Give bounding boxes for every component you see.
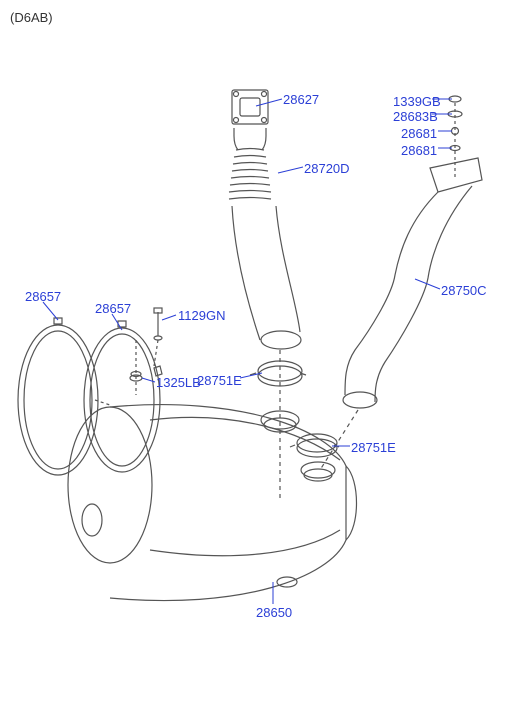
callout-28681: 28681 bbox=[401, 126, 437, 141]
callout-28751e: 28751E bbox=[351, 440, 396, 455]
callout-28650: 28650 bbox=[256, 605, 292, 620]
part-flange bbox=[232, 90, 268, 124]
callout-28683b: 28683B bbox=[393, 109, 438, 124]
callout-1129gn: 1129GN bbox=[178, 308, 225, 323]
callout-1325lb: 1325LB bbox=[156, 375, 201, 390]
callout-28657: 28657 bbox=[25, 289, 61, 304]
part-band-inner bbox=[84, 321, 162, 472]
callout-28657: 28657 bbox=[95, 301, 131, 316]
part-band-outer bbox=[18, 318, 98, 475]
callout-28750c: 28750C bbox=[441, 283, 487, 298]
part-flex-pipe bbox=[229, 128, 301, 349]
callout-28720d: 28720D bbox=[304, 161, 350, 176]
callout-1339gb: 1339GB bbox=[393, 94, 441, 109]
callout-28751e: 28751E bbox=[197, 373, 242, 388]
callout-28681: 28681 bbox=[401, 143, 437, 158]
callout-28627: 28627 bbox=[283, 92, 319, 107]
part-bolt bbox=[154, 308, 162, 340]
